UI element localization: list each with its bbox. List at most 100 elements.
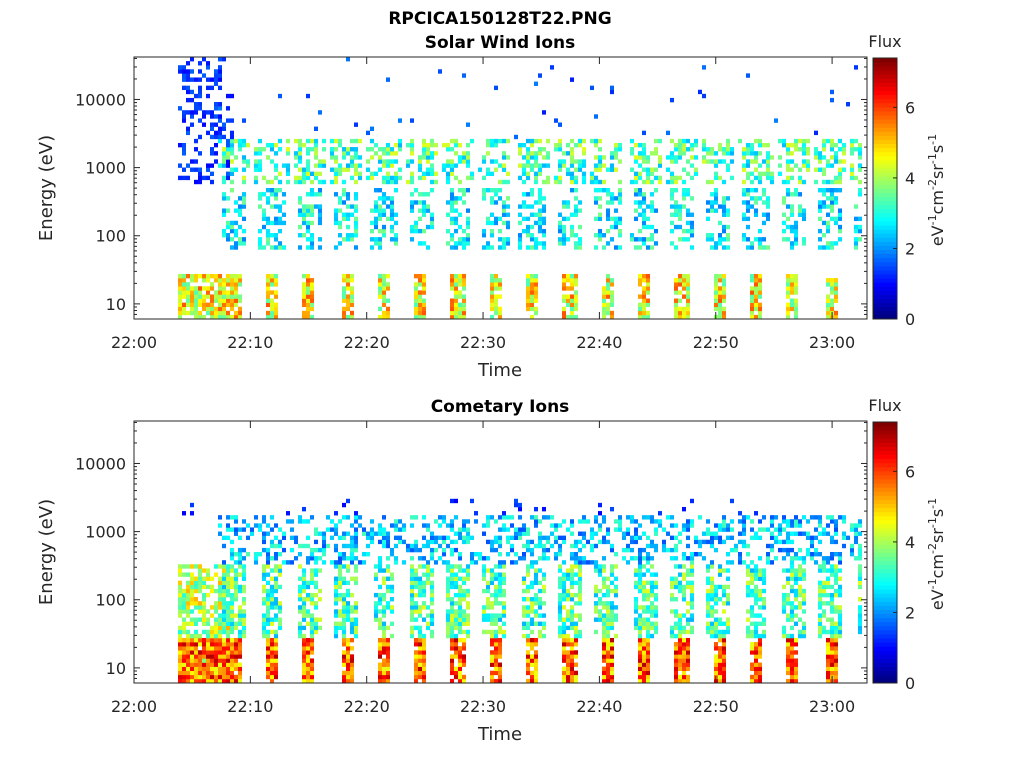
spectrogram-cell [518, 220, 522, 226]
spectrogram-cell [234, 588, 238, 594]
spectrogram-cell [674, 674, 678, 680]
spectrogram-cell [374, 531, 378, 536]
spectrogram-cell [654, 543, 658, 549]
spectrogram-cell [686, 314, 690, 320]
spectrogram-cell [378, 188, 382, 193]
spectrogram-cell [654, 629, 658, 635]
spectrogram-cell [710, 204, 714, 209]
spectrogram-cell [686, 302, 690, 308]
spectrogram-cell [242, 629, 246, 635]
spectrogram-cell [466, 633, 470, 639]
spectrogram-cell [746, 609, 750, 614]
spectrogram-cell [622, 531, 626, 536]
spectrogram-cell [422, 674, 426, 680]
spectrogram-cell [454, 625, 458, 631]
spectrogram-cell [282, 547, 286, 553]
spectrogram-cell [382, 273, 386, 279]
spectrogram-cell [534, 572, 538, 577]
spectrogram-cell [390, 576, 394, 581]
spectrogram-cell [582, 175, 586, 181]
spectrogram-cell [678, 625, 682, 631]
spectrogram-cell [570, 233, 574, 238]
spectrogram-cell [722, 658, 726, 663]
spectrogram-cell [610, 282, 614, 287]
spectrogram-cell [582, 159, 586, 164]
spectrogram-cell [198, 85, 202, 91]
spectrogram-cell [226, 118, 230, 123]
spectrogram-cell [790, 642, 794, 647]
spectrogram-cell [642, 666, 646, 672]
spectrogram-cell [750, 646, 754, 651]
spectrogram-cell [226, 564, 230, 569]
spectrogram-cell [714, 535, 718, 541]
spectrogram-cell [746, 568, 750, 573]
spectrogram-cell [338, 597, 342, 602]
spectrogram-cell [574, 580, 578, 586]
spectrogram-cell [490, 543, 494, 549]
spectrogram-cell [682, 237, 686, 242]
spectrogram-cell [462, 592, 466, 598]
spectrogram-cell [310, 646, 314, 651]
spectrogram-cell [754, 670, 758, 676]
spectrogram-cell [746, 73, 750, 78]
spectrogram-cell [458, 666, 462, 672]
spectrogram-cell [214, 678, 218, 684]
spectrogram-cell [706, 208, 710, 213]
spectrogram-cell [230, 564, 234, 569]
spectrogram-cell [570, 273, 574, 279]
spectrogram-cell [350, 547, 354, 553]
spectrogram-cell [830, 306, 834, 312]
spectrogram-cell [670, 151, 674, 156]
spectrogram-cell [430, 547, 434, 553]
spectrogram-cell [242, 192, 246, 197]
spectrogram-cell [606, 629, 610, 635]
spectrogram-cell [670, 204, 674, 209]
spectrogram-cell [642, 196, 646, 201]
spectrogram-cell [742, 163, 746, 168]
spectrogram-cell [198, 298, 202, 303]
spectrogram-cell [790, 241, 794, 246]
spectrogram-cell [298, 151, 302, 156]
spectrogram-cell [222, 155, 226, 160]
spectrogram-cell [690, 588, 694, 594]
spectrogram-cell [274, 637, 278, 643]
spectrogram-cell [602, 564, 606, 569]
colorbar-swatch [873, 131, 897, 136]
spectrogram-cell [490, 621, 494, 626]
spectrogram-cell [302, 290, 306, 295]
spectrogram-cell [302, 273, 306, 279]
spectrogram-cell [830, 290, 834, 295]
spectrogram-cell [198, 286, 202, 291]
spectrogram-cell [678, 278, 682, 283]
spectrogram-cell [486, 519, 490, 524]
spectrogram-cell [638, 572, 642, 577]
spectrogram-cell [210, 126, 214, 131]
spectrogram-cell [302, 584, 306, 590]
spectrogram-cell [578, 572, 582, 577]
spectrogram-cell [814, 130, 818, 136]
spectrogram-cell [686, 278, 690, 283]
spectrogram-cell [310, 290, 314, 295]
spectrogram-cell [198, 670, 202, 676]
spectrogram-cell [494, 564, 498, 569]
spectrogram-cell [602, 286, 606, 291]
spectrogram-cell [422, 617, 426, 622]
spectrogram-cell [574, 208, 578, 213]
spectrogram-cell [458, 531, 462, 536]
spectrogram-cell [178, 278, 182, 283]
spectrogram-cell [210, 77, 214, 82]
spectrogram-cell [274, 302, 278, 308]
spectrogram-cell [498, 196, 502, 201]
spectrogram-cell [574, 298, 578, 303]
spectrogram-cell [682, 576, 686, 581]
spectrogram-cell [266, 662, 270, 667]
spectrogram-cell [594, 142, 598, 148]
spectrogram-cell [422, 302, 426, 308]
spectrogram-cell [730, 527, 734, 532]
spectrogram-cell [350, 302, 354, 308]
spectrogram-cell [214, 625, 218, 631]
spectrogram-cell [610, 564, 614, 569]
spectrogram-cell [214, 151, 218, 156]
spectrogram-cell [534, 515, 538, 520]
spectrogram-cell [450, 233, 454, 238]
